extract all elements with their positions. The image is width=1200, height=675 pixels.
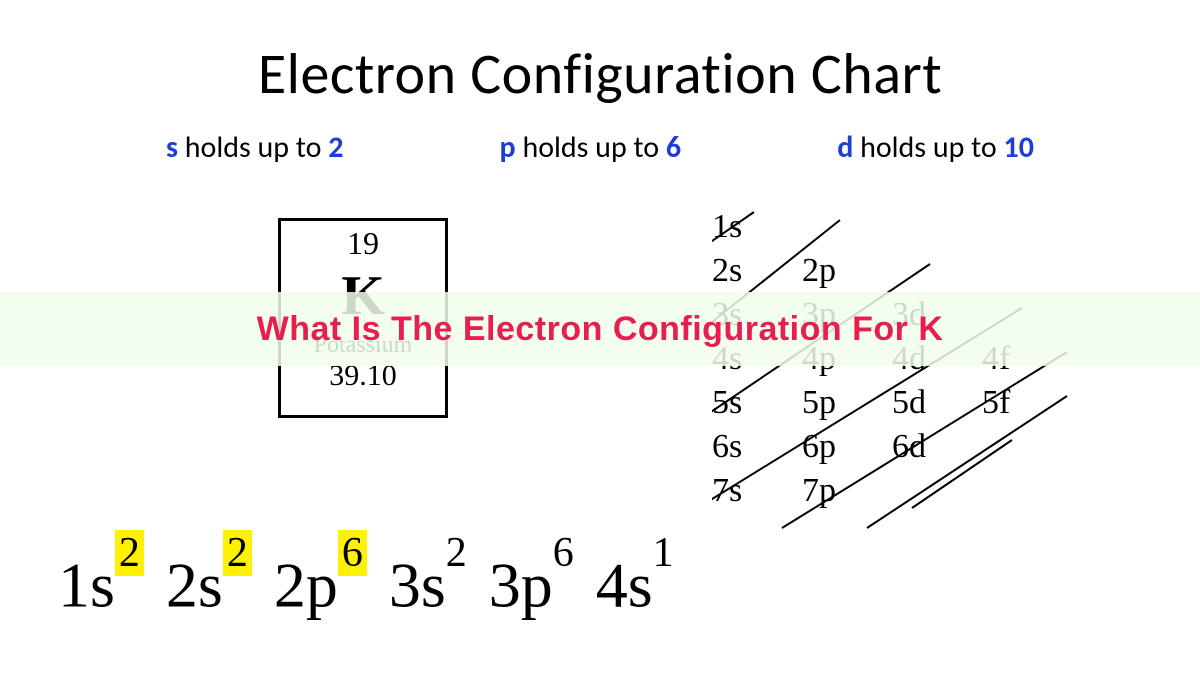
subshell-capacity: d holds up to 10 bbox=[837, 129, 1034, 166]
subshell-capacities: s holds up to 2 p holds up to 6 d holds up… bbox=[88, 129, 1112, 166]
aufbau-arrow bbox=[712, 212, 754, 248]
subshell-capacity: s holds up to 2 bbox=[166, 129, 343, 166]
aufbau-arrows bbox=[712, 208, 1152, 548]
aufbau-diagram: 1s2s2p3s3p3d4s4p4d4f5s5p5d5f6s6p6d7s7p bbox=[712, 208, 1152, 548]
electron-count: 6 bbox=[338, 530, 367, 576]
orbital-label: 3p bbox=[489, 549, 553, 620]
config-term: 3s2 bbox=[389, 547, 467, 622]
electron-configuration: 1s2 2s2 2p6 3s2 3p6 4s1 bbox=[58, 547, 680, 622]
aufbau-arrow bbox=[912, 440, 1012, 508]
caption-overlay-text: What Is The Electron Configuration For K bbox=[257, 310, 944, 349]
orbital-label: 1s bbox=[58, 549, 115, 620]
subshell-label: holds up to bbox=[516, 129, 666, 166]
config-term: 2s2 bbox=[166, 547, 252, 622]
orbital-label: 2p bbox=[274, 549, 338, 620]
electron-count: 2 bbox=[223, 530, 252, 576]
subshell-value: 2 bbox=[328, 129, 343, 166]
orbital-label: 3s bbox=[389, 549, 446, 620]
subshell-letter: d bbox=[837, 129, 853, 166]
subshell-letter: p bbox=[500, 129, 516, 166]
aufbau-arrow bbox=[782, 352, 1067, 528]
subshell-label: holds up to bbox=[178, 129, 328, 166]
orbital-label: 4s bbox=[596, 549, 653, 620]
subshell-capacity: p holds up to 6 bbox=[500, 129, 682, 166]
config-term: 2p6 bbox=[274, 547, 367, 622]
aufbau-arrow bbox=[867, 396, 1067, 528]
subshell-value: 10 bbox=[1004, 129, 1034, 166]
electron-count: 6 bbox=[553, 530, 574, 576]
config-term: 1s2 bbox=[58, 547, 144, 622]
chart-title: Electron Configuration Chart bbox=[48, 38, 1152, 109]
subshell-value: 6 bbox=[666, 129, 681, 166]
electron-count: 1 bbox=[653, 530, 674, 576]
electron-count: 2 bbox=[115, 530, 144, 576]
electron-count: 2 bbox=[446, 530, 467, 576]
caption-overlay-band: What Is The Electron Configuration For K bbox=[0, 292, 1200, 366]
subshell-label: holds up to bbox=[853, 129, 1003, 166]
subshell-letter: s bbox=[166, 129, 178, 166]
orbital-label: 2s bbox=[166, 549, 223, 620]
config-term: 4s1 bbox=[596, 547, 674, 622]
atomic-number: 19 bbox=[281, 225, 445, 262]
config-term: 3p6 bbox=[489, 547, 574, 622]
